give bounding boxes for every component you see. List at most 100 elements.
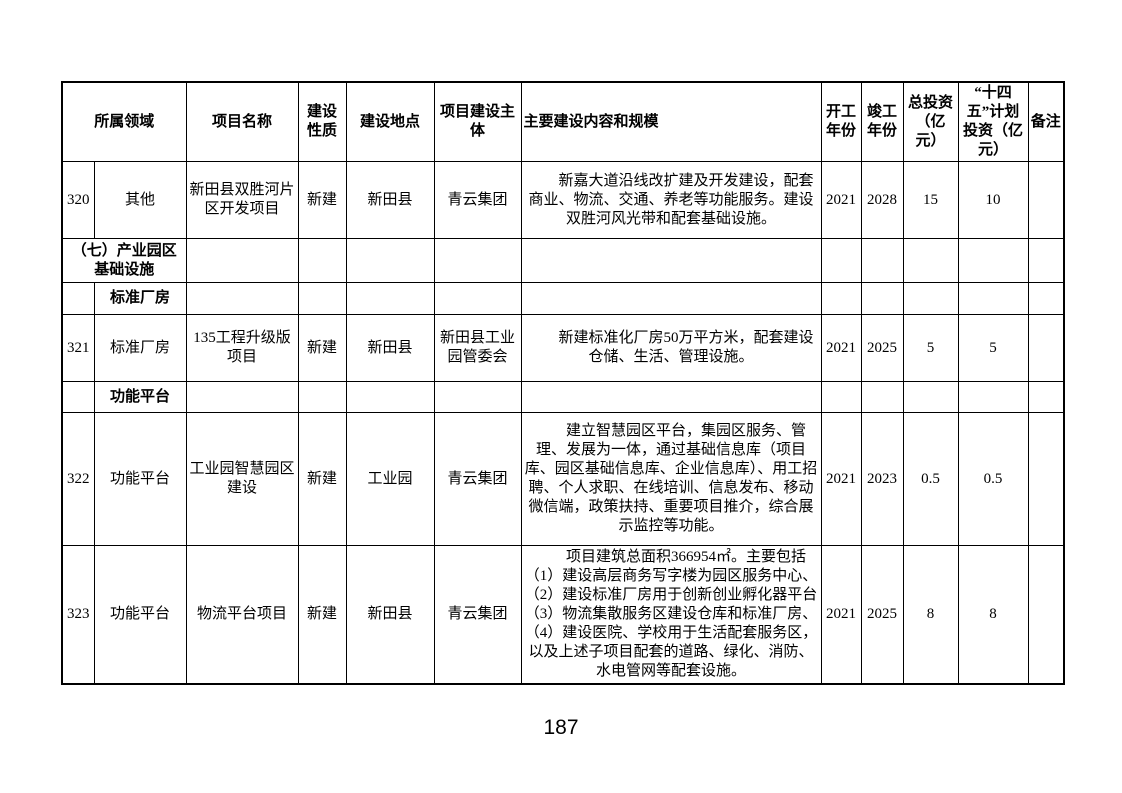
cell-remark [1027, 545, 1065, 684]
cell-end-year: 2023 [860, 412, 904, 546]
section-title: （七）产业园区基础设施 [61, 238, 187, 283]
cell-domain: 功能平台 [93, 545, 187, 684]
cell-domain: 功能平台 [93, 412, 187, 546]
empty-cell [957, 238, 1029, 283]
empty-cell [902, 381, 959, 413]
cell-entity: 青云集团 [433, 161, 522, 239]
cell-start-year: 2021 [820, 314, 862, 382]
col-header-remark: 备注 [1027, 81, 1065, 162]
subsection-row: 功能平台 [61, 381, 1065, 413]
empty-cell [345, 238, 435, 283]
cell-start-year: 2021 [820, 412, 862, 546]
col-header-project-name: 项目名称 [185, 81, 299, 162]
col-header-location: 建设地点 [345, 81, 435, 162]
cell-location: 新田县 [345, 545, 435, 684]
cell-end-year: 2025 [860, 545, 904, 684]
cell-nature: 新建 [297, 545, 347, 684]
empty-cell [185, 282, 299, 315]
subsection-title: 功能平台 [93, 381, 187, 413]
cell-domain: 标准厂房 [93, 314, 187, 382]
cell-plan-investment: 8 [957, 545, 1029, 684]
cell-main-content: 新建标准化厂房50万平方米，配套建设仓储、生活、管理设施。 [520, 314, 822, 382]
project-row-320: 320 其他 新田县双胜河片区开发项目 新建 新田县 青云集团 新嘉大道沿线改扩… [61, 161, 1065, 239]
col-header-plan-investment: “十四五”计划投资（亿元） [957, 81, 1029, 162]
empty-cell [185, 238, 299, 283]
cell-no: 323 [61, 545, 95, 684]
cell-remark [1027, 161, 1065, 239]
empty-cell [902, 238, 959, 283]
subsection-row: 标准厂房 [61, 282, 1065, 315]
cell-start-year: 2021 [820, 545, 862, 684]
col-header-total-investment: 总投资（亿元） [902, 81, 959, 162]
empty-cell [820, 381, 862, 413]
empty-cell [433, 381, 522, 413]
empty-cell [820, 238, 862, 283]
cell-no: 320 [61, 161, 95, 239]
cell-end-year: 2028 [860, 161, 904, 239]
project-row-321: 321 标准厂房 135工程升级版项目 新建 新田县 新田县工业园管委会 新建标… [61, 314, 1065, 382]
cell-domain: 其他 [93, 161, 187, 239]
cell-main-content: 建立智慧园区平台，集园区服务、管理、发展为一体，通过基础信息库（项目库、园区基础… [520, 412, 822, 546]
cell-nature: 新建 [297, 314, 347, 382]
cell-no: 321 [61, 314, 95, 382]
empty-cell [61, 282, 95, 315]
cell-start-year: 2021 [820, 161, 862, 239]
empty-cell [185, 381, 299, 413]
empty-cell [520, 238, 822, 283]
empty-cell [1027, 381, 1065, 413]
cell-plan-investment: 5 [957, 314, 1029, 382]
project-row-323: 323 功能平台 物流平台项目 新建 新田县 青云集团 项目建筑总面积36695… [61, 545, 1065, 684]
empty-cell [957, 381, 1029, 413]
project-row-322: 322 功能平台 工业园智慧园区建设 新建 工业园 青云集团 建立智慧园区平台，… [61, 412, 1065, 546]
cell-location: 新田县 [345, 161, 435, 239]
cell-total-investment: 5 [902, 314, 959, 382]
cell-project-name: 物流平台项目 [185, 545, 299, 684]
empty-cell [433, 238, 522, 283]
cell-project-name: 工业园智慧园区建设 [185, 412, 299, 546]
empty-cell [345, 381, 435, 413]
cell-nature: 新建 [297, 412, 347, 546]
empty-cell [860, 238, 904, 283]
cell-entity: 青云集团 [433, 412, 522, 546]
section-row: （七）产业园区基础设施 [61, 238, 1065, 283]
empty-cell [820, 282, 862, 315]
page-number: 187 [543, 716, 579, 739]
empty-cell [297, 381, 347, 413]
cell-end-year: 2025 [860, 314, 904, 382]
empty-cell [433, 282, 522, 315]
cell-location: 工业园 [345, 412, 435, 546]
col-header-nature: 建设性质 [297, 81, 347, 162]
cell-total-investment: 15 [902, 161, 959, 239]
cell-plan-investment: 10 [957, 161, 1029, 239]
empty-cell [902, 282, 959, 315]
cell-remark [1027, 412, 1065, 546]
cell-project-name: 135工程升级版项目 [185, 314, 299, 382]
col-header-main-content: 主要建设内容和规模 [520, 81, 822, 162]
cell-entity: 青云集团 [433, 545, 522, 684]
col-header-domain: 所属领域 [61, 81, 187, 162]
subsection-title: 标准厂房 [93, 282, 187, 315]
cell-nature: 新建 [297, 161, 347, 239]
col-header-end-year: 竣工年份 [860, 81, 904, 162]
cell-total-investment: 8 [902, 545, 959, 684]
empty-cell [860, 381, 904, 413]
cell-project-name: 新田县双胜河片区开发项目 [185, 161, 299, 239]
empty-cell [1027, 238, 1065, 283]
empty-cell [297, 282, 347, 315]
cell-remark [1027, 314, 1065, 382]
cell-no: 322 [61, 412, 95, 546]
col-header-start-year: 开工年份 [820, 81, 862, 162]
cell-entity: 新田县工业园管委会 [433, 314, 522, 382]
header-row: 所属领域 项目名称 建设性质 建设地点 项目建设主体 主要建设内容和规模 开工年… [61, 81, 1065, 162]
cell-main-content: 新嘉大道沿线改扩建及开发建设，配套商业、物流、交通、养老等功能服务。建设双胜河风… [520, 161, 822, 239]
empty-cell [860, 282, 904, 315]
projects-table-wrap: 所属领域 项目名称 建设性质 建设地点 项目建设主体 主要建设内容和规模 开工年… [61, 81, 1066, 685]
empty-cell [345, 282, 435, 315]
projects-table: 所属领域 项目名称 建设性质 建设地点 项目建设主体 主要建设内容和规模 开工年… [61, 81, 1066, 685]
empty-cell [520, 381, 822, 413]
cell-location: 新田县 [345, 314, 435, 382]
empty-cell [957, 282, 1029, 315]
empty-cell [61, 381, 95, 413]
cell-plan-investment: 0.5 [957, 412, 1029, 546]
